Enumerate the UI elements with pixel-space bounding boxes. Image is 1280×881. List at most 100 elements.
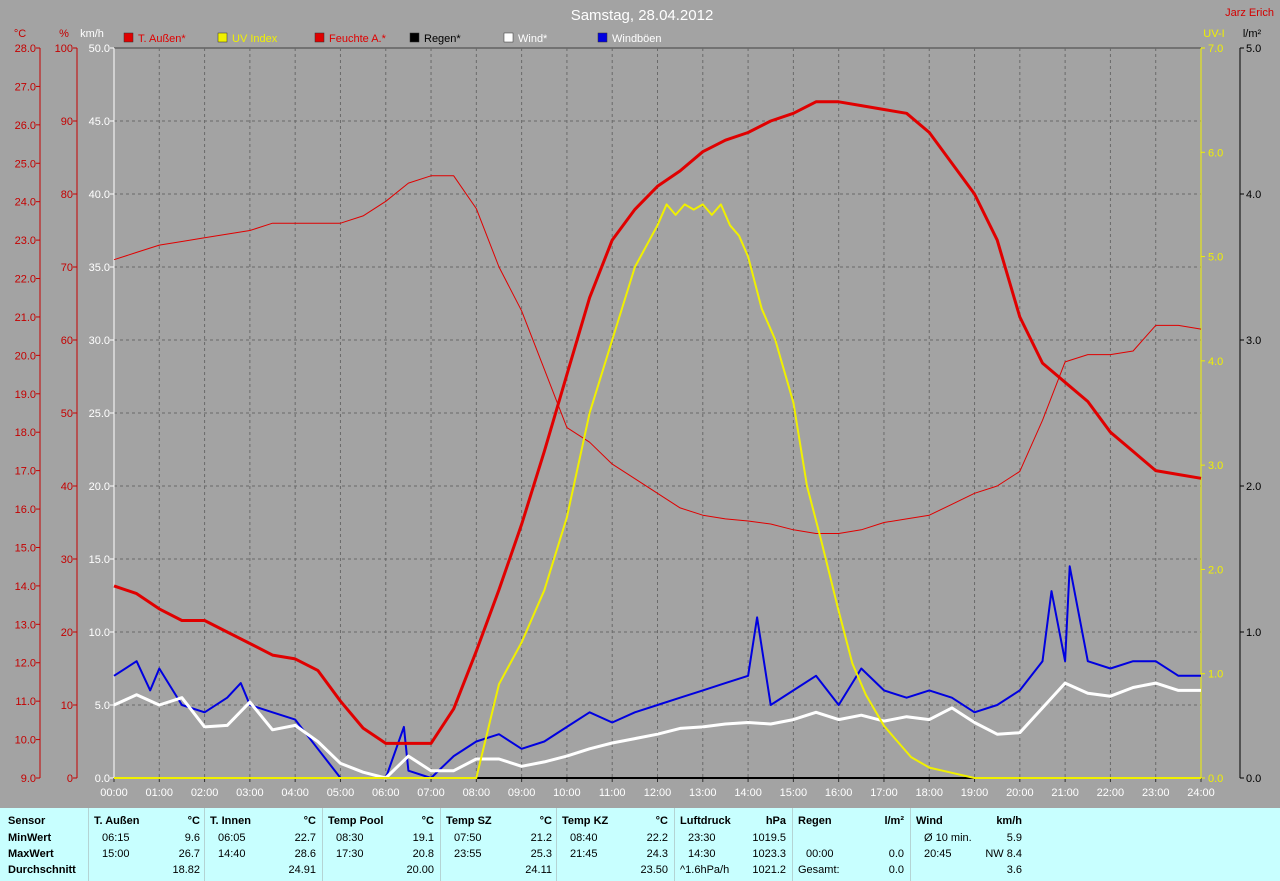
x-axis-tick-label: 20:00 [1006, 787, 1034, 799]
stats-column-separator [440, 808, 441, 881]
stats-max-value: 28.6 [294, 848, 316, 860]
stats-column: Regen l/m² 00:00 0.0 Gesamt: 0.0 [796, 808, 908, 881]
axis-percent-tick-label: 50 [61, 408, 73, 420]
axis-uvi-tick-label: 3.0 [1208, 460, 1223, 472]
axis-percent-tick-label: 20 [61, 627, 73, 639]
axis-celsius-tick-label: 13.0 [15, 619, 36, 631]
x-axis-tick-label: 06:00 [372, 787, 400, 799]
axis-celsius-tick-label: 18.0 [15, 427, 36, 439]
stats-max-time: 23:55 [454, 848, 482, 860]
stats-avg-value: 20.00 [406, 864, 434, 876]
axis-uvi-tick-label: 1.0 [1208, 669, 1223, 681]
axis-unit-rain: l/m² [1243, 28, 1262, 40]
series-line-t-au-en [113, 100, 1202, 745]
legend-swatch [217, 32, 228, 43]
stats-column-separator [88, 808, 89, 881]
axis-rain-tick-label: 0.0 [1246, 773, 1261, 785]
axis-celsius-tick-label: 21.0 [15, 312, 36, 324]
stats-column: Temp KZ °C 08:40 22.2 21:45 24.3 23.50 [560, 808, 672, 881]
stats-max-time: 14:30 [688, 848, 716, 860]
stats-avg-value: 0.0 [888, 864, 904, 876]
stats-min-time: 06:15 [102, 832, 130, 844]
stats-column: Wind km/h Ø 10 min. 5.9 20:45 NW 8.4 3.6 [914, 808, 1026, 881]
axis-kmh-tick-label: 5.0 [95, 700, 110, 712]
stats-min-time: 06:05 [218, 832, 246, 844]
stats-max-value: 20.8 [412, 848, 434, 860]
legend-swatch [503, 32, 514, 43]
x-axis-tick-label: 01:00 [146, 787, 174, 799]
axis-percent-tick-label: 90 [61, 116, 73, 128]
legend-swatch [314, 32, 325, 43]
axis-kmh-tick-label: 30.0 [89, 335, 110, 347]
stats-column: Temp SZ °C 07:50 21.2 23:55 25.3 24.11 [444, 808, 556, 881]
x-axis-tick-label: 10:00 [553, 787, 581, 799]
axis-celsius-tick-label: 24.0 [15, 197, 36, 209]
axis-kmh-tick-label: 45.0 [89, 116, 110, 128]
stats-column-separator [204, 808, 205, 881]
x-axis-tick-label: 08:00 [463, 787, 491, 799]
weather-chart: Samstag, 28.04.2012 Jarz Erich °C % km/h… [14, 7, 1274, 799]
x-axis-tick-label: 02:00 [191, 787, 219, 799]
stats-min-time: 07:50 [454, 832, 482, 844]
row-label-avg: Durchschnitt [8, 864, 76, 876]
axis-unit-percent: % [59, 28, 69, 40]
axis-celsius-tick-label: 28.0 [15, 43, 36, 55]
stats-sensor-name: T. Innen [210, 815, 251, 827]
stats-max-time: 21:45 [570, 848, 598, 860]
stats-column-separator [674, 808, 675, 881]
stats-sensor-name: Temp Pool [328, 815, 384, 827]
stats-max-value: 25.3 [530, 848, 552, 860]
legend-swatch [597, 32, 608, 43]
stats-column-separator [792, 808, 793, 881]
stats-max-time: 15:00 [102, 848, 130, 860]
chart-title: Samstag, 28.04.2012 [571, 7, 714, 24]
x-axis-tick-label: 18:00 [915, 787, 943, 799]
axis-kmh-tick-label: 35.0 [89, 262, 110, 274]
x-axis-tick-label: 13:00 [689, 787, 717, 799]
axis-unit-uvi: UV-I [1203, 28, 1224, 40]
axis-kmh-tick-label: 25.0 [89, 408, 110, 420]
x-axis-tick-label: 14:00 [734, 787, 762, 799]
axis-celsius-tick-label: 16.0 [15, 504, 36, 516]
station-owner-label: Jarz Erich [1225, 7, 1274, 19]
stats-sensor-unit: °C [303, 815, 316, 827]
stats-sensor-name: Luftdruck [680, 815, 731, 827]
stats-sensor-name: Temp SZ [446, 815, 492, 827]
axis-percent-tick-label: 60 [61, 335, 73, 347]
stats-avg-value: 24.11 [525, 864, 552, 876]
stats-min-time: 23:30 [688, 832, 716, 844]
stats-min-value: 22.7 [294, 832, 316, 844]
axis-kmh-tick-label: 20.0 [89, 481, 110, 493]
axis-rain-tick-label: 2.0 [1246, 481, 1261, 493]
chart-legend: T. Außen* UV Index Feuchte A.* Regen* Wind* W… [123, 32, 662, 45]
x-axis-tick-label: 07:00 [417, 787, 445, 799]
stats-column: T. Außen °C 06:15 9.6 15:00 26.7 18.82 [92, 808, 204, 881]
axis-celsius-tick-label: 14.0 [15, 581, 36, 593]
stats-avg-value: 24.91 [288, 864, 316, 876]
row-label-sensor: Sensor [8, 815, 46, 827]
stats-sensor-name: Wind [916, 815, 943, 827]
x-axis-tick-label: 09:00 [508, 787, 536, 799]
stats-min-value: 5.9 [1006, 832, 1022, 844]
axis-percent-tick-label: 100 [55, 43, 73, 55]
stats-min-value: 21.2 [530, 832, 552, 844]
stats-column-separator [322, 808, 323, 881]
axis-percent-tick-label: 10 [61, 700, 73, 712]
series-line-feuchte-a [113, 175, 1202, 534]
stats-min-time: Ø 10 min. [924, 832, 972, 844]
axis-celsius-tick-label: 17.0 [15, 466, 36, 478]
stats-min-time: 08:40 [570, 832, 598, 844]
axis-celsius-tick-label: 9.0 [21, 773, 36, 785]
x-axis-tick-label: 15:00 [780, 787, 808, 799]
stats-min-value: 22.2 [646, 832, 668, 844]
axis-celsius-tick-label: 25.0 [15, 158, 36, 170]
legend-label: Feuchte A.* [329, 33, 387, 45]
stats-max-value: 1023.3 [752, 848, 786, 860]
stats-sensor-name: Regen [798, 815, 832, 827]
axis-celsius-tick-label: 26.0 [15, 120, 36, 132]
stats-column: Temp Pool °C 08:30 19.1 17:30 20.8 20.00 [326, 808, 438, 881]
stats-max-time: 14:40 [218, 848, 246, 860]
stats-min-value: 9.6 [184, 832, 200, 844]
axis-uvi-tick-label: 2.0 [1208, 564, 1223, 576]
axis-kmh-tick-label: 15.0 [89, 554, 110, 566]
